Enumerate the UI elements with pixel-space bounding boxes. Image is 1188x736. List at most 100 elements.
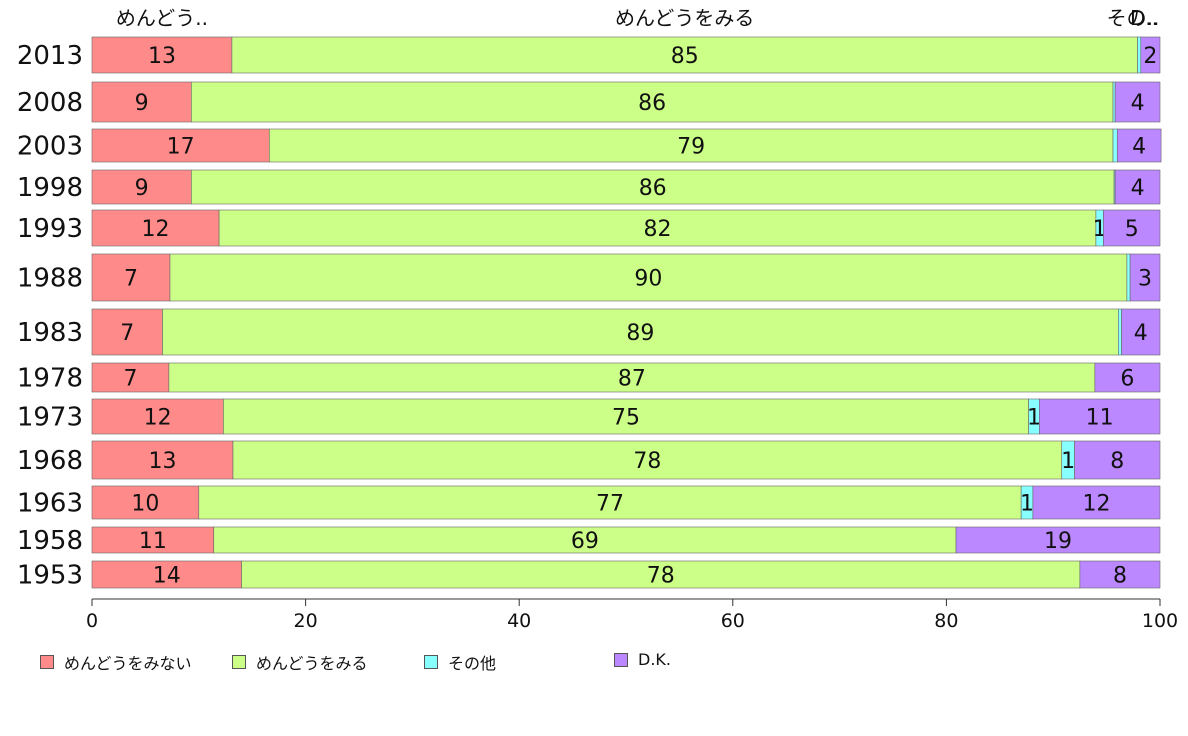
x-tick-label: 20 xyxy=(294,610,318,632)
data-label: 2 xyxy=(1143,44,1157,69)
bar-segment xyxy=(162,308,1119,356)
year-label: 1968 xyxy=(17,446,83,476)
data-label: 85 xyxy=(671,44,699,69)
bar-segment xyxy=(1079,560,1161,589)
year-label: 1993 xyxy=(17,214,83,244)
bar-segment xyxy=(91,362,170,393)
bar-segment xyxy=(168,362,1096,393)
data-label: 11 xyxy=(139,529,167,554)
legend-label-dk: D.K. xyxy=(638,650,671,669)
data-label: 9 xyxy=(135,176,149,201)
year-label: 1983 xyxy=(17,318,83,348)
data-label: 79 xyxy=(677,135,705,160)
data-label: 7 xyxy=(124,267,138,292)
legend-item-dk: D.K. xyxy=(614,650,671,669)
data-label: 12 xyxy=(142,217,170,242)
bar-segment xyxy=(268,128,1114,163)
bar-segment xyxy=(91,81,192,123)
year-label: 1958 xyxy=(17,526,83,556)
bar-segment xyxy=(91,128,270,163)
data-label: 9 xyxy=(135,91,149,116)
data-label: 12 xyxy=(1082,492,1110,517)
legend-item-other: その他 xyxy=(424,650,496,674)
top-segment-label: めんどうをみる xyxy=(615,6,754,30)
bar-segment xyxy=(1112,128,1118,163)
legend-swatch-other xyxy=(424,655,438,669)
year-label: 2013 xyxy=(17,41,83,71)
top-segment-label: めんどう.. xyxy=(116,6,208,30)
bar-segment xyxy=(191,81,1114,123)
data-label: 6 xyxy=(1120,367,1134,392)
bar-segment xyxy=(91,560,242,589)
data-label: 82 xyxy=(644,217,672,242)
data-label: 12 xyxy=(144,406,172,431)
data-label: 1 xyxy=(1061,449,1075,474)
data-label: 4 xyxy=(1131,91,1145,116)
bar-segment xyxy=(91,308,163,356)
bar-segment xyxy=(1032,485,1161,520)
bar-segment xyxy=(91,253,171,302)
bar-segment xyxy=(198,485,1022,520)
legend-swatch-minai xyxy=(40,655,54,669)
data-label: 5 xyxy=(1125,217,1139,242)
bar-segment xyxy=(1121,308,1161,356)
bar-segment xyxy=(191,169,1115,205)
bar-segment xyxy=(1116,128,1162,163)
bar-segment xyxy=(1112,81,1116,123)
data-label: 8 xyxy=(1113,564,1127,589)
data-label: 7 xyxy=(123,367,137,392)
bar-segment xyxy=(91,169,192,205)
bar-segment xyxy=(231,36,1138,74)
legend-label-miru: めんどうをみる xyxy=(256,654,368,673)
legend-swatch-dk xyxy=(614,652,628,667)
bar-segment xyxy=(232,440,1063,480)
legend-swatch-miru xyxy=(232,655,246,669)
year-label: 2003 xyxy=(17,132,83,162)
data-label: 1 xyxy=(1027,406,1041,431)
data-label: 11 xyxy=(1086,406,1114,431)
bar-segment xyxy=(169,253,1128,302)
data-label: 10 xyxy=(131,492,159,517)
data-label: 86 xyxy=(639,176,667,201)
data-label: 13 xyxy=(148,449,176,474)
data-label: 78 xyxy=(633,449,661,474)
x-tick-label: 40 xyxy=(507,610,531,632)
data-label: 89 xyxy=(626,321,654,346)
data-label: 86 xyxy=(638,91,666,116)
data-label: 78 xyxy=(647,564,675,589)
bar-segment xyxy=(1129,253,1161,302)
bar-segment xyxy=(91,440,234,480)
bar-segment xyxy=(223,398,1029,435)
bar-segment xyxy=(1114,169,1161,205)
data-label: 19 xyxy=(1044,529,1072,554)
x-tick-label: 80 xyxy=(934,610,958,632)
year-label: 1998 xyxy=(17,173,83,203)
x-tick-label: 100 xyxy=(1142,610,1178,632)
bar-segment xyxy=(1103,209,1161,247)
top-segment-label: D.. xyxy=(1130,6,1158,30)
data-label: 77 xyxy=(596,492,624,517)
bar-segment xyxy=(91,209,220,247)
data-label: 14 xyxy=(153,564,181,589)
bar-segment xyxy=(1094,362,1161,393)
year-label: 1973 xyxy=(17,403,83,433)
bar-segment xyxy=(1114,81,1161,123)
bar-segment xyxy=(1126,253,1131,302)
legend-label-other: その他 xyxy=(448,654,497,673)
bar-segment xyxy=(241,560,1081,589)
data-label: 17 xyxy=(167,135,195,160)
year-label: 1988 xyxy=(17,264,83,294)
x-tick-label: 0 xyxy=(86,610,98,632)
legend-item-minai: めんどうをみない xyxy=(40,650,192,674)
data-label: 3 xyxy=(1138,267,1152,292)
year-label: 2008 xyxy=(17,88,83,118)
data-label: 7 xyxy=(120,321,134,346)
data-label: 4 xyxy=(1131,176,1145,201)
legend-label-minai: めんどうをみない xyxy=(64,654,192,673)
year-label: 1953 xyxy=(17,561,83,591)
data-label: 13 xyxy=(148,44,176,69)
data-label: 1 xyxy=(1020,492,1034,517)
data-label: 75 xyxy=(612,406,640,431)
data-label: 87 xyxy=(618,367,646,392)
